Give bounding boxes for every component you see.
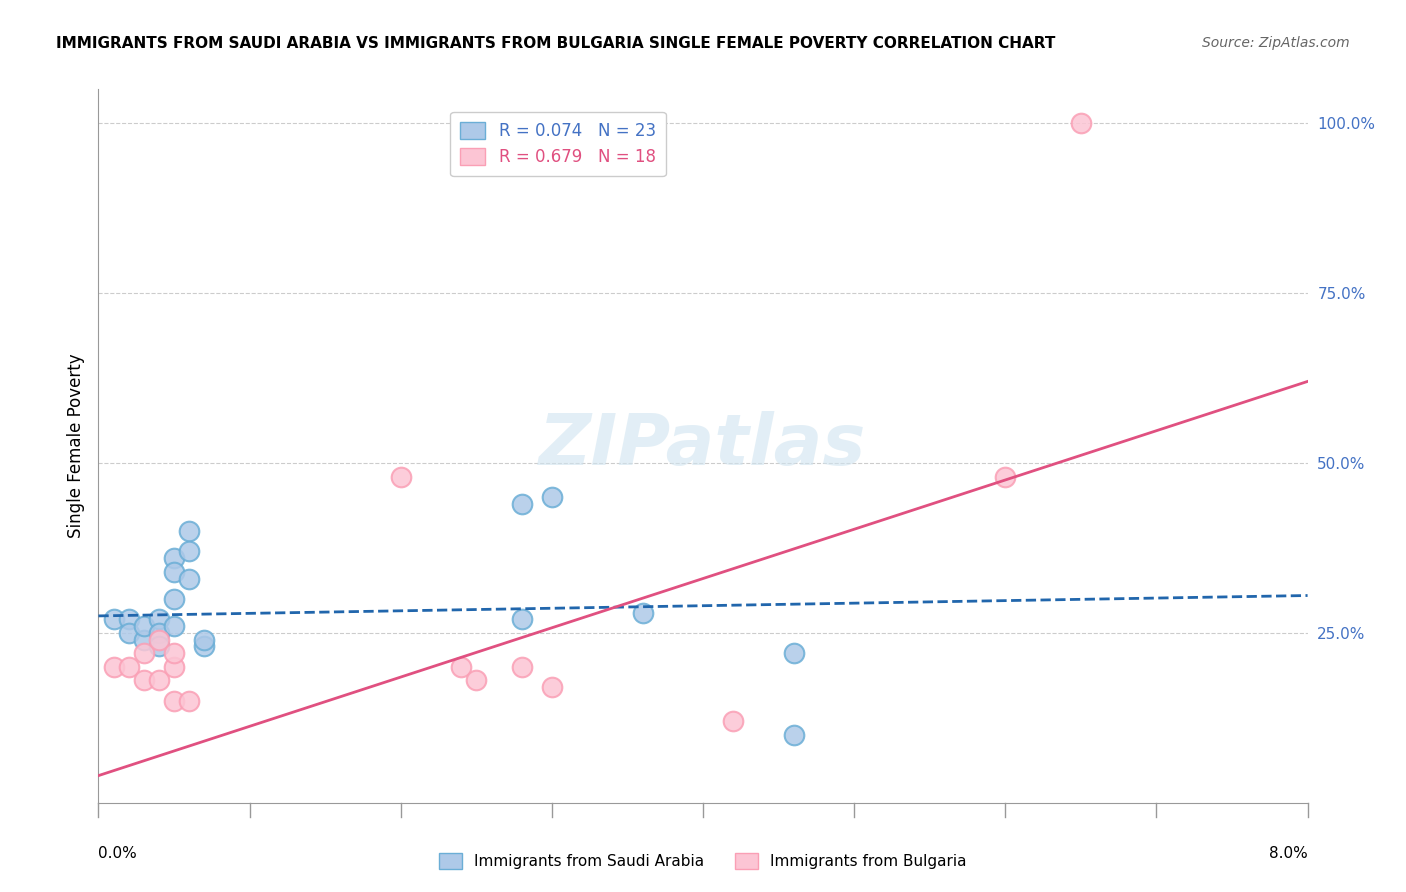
Point [510,660,533,674]
Point [132,632,155,647]
Point [118,660,141,674]
Point [163,551,186,566]
Point [132,673,155,688]
Point [179,694,201,708]
Point [541,680,564,694]
Point [132,619,155,633]
Point [450,660,472,674]
Legend: Immigrants from Saudi Arabia, Immigrants from Bulgaria: Immigrants from Saudi Arabia, Immigrants… [433,847,973,875]
Text: ZIPatlas: ZIPatlas [540,411,866,481]
Point [148,673,170,688]
Point [389,469,412,483]
Legend: R = 0.074   N = 23, R = 0.679   N = 18: R = 0.074 N = 23, R = 0.679 N = 18 [450,112,665,177]
Point [148,640,170,654]
Point [103,660,125,674]
Point [723,714,745,729]
Point [541,490,564,504]
Point [465,673,488,688]
Point [1070,116,1092,130]
Point [163,619,186,633]
Text: IMMIGRANTS FROM SAUDI ARABIA VS IMMIGRANTS FROM BULGARIA SINGLE FEMALE POVERTY C: IMMIGRANTS FROM SAUDI ARABIA VS IMMIGRAN… [56,36,1056,51]
Point [783,646,806,660]
Y-axis label: Single Female Poverty: Single Female Poverty [66,354,84,538]
Point [994,469,1017,483]
Point [163,565,186,579]
Point [163,591,186,606]
Point [148,632,170,647]
Point [148,626,170,640]
Point [510,497,533,511]
Point [193,640,215,654]
Point [163,694,186,708]
Text: 8.0%: 8.0% [1268,846,1308,861]
Point [103,612,125,626]
Point [179,524,201,538]
Point [510,612,533,626]
Point [118,626,141,640]
Text: Source: ZipAtlas.com: Source: ZipAtlas.com [1202,36,1350,50]
Point [783,728,806,742]
Text: 0.0%: 0.0% [98,846,138,861]
Point [179,544,201,558]
Point [631,606,654,620]
Point [132,646,155,660]
Point [118,612,141,626]
Point [193,632,215,647]
Point [163,646,186,660]
Point [163,660,186,674]
Point [148,612,170,626]
Point [179,572,201,586]
